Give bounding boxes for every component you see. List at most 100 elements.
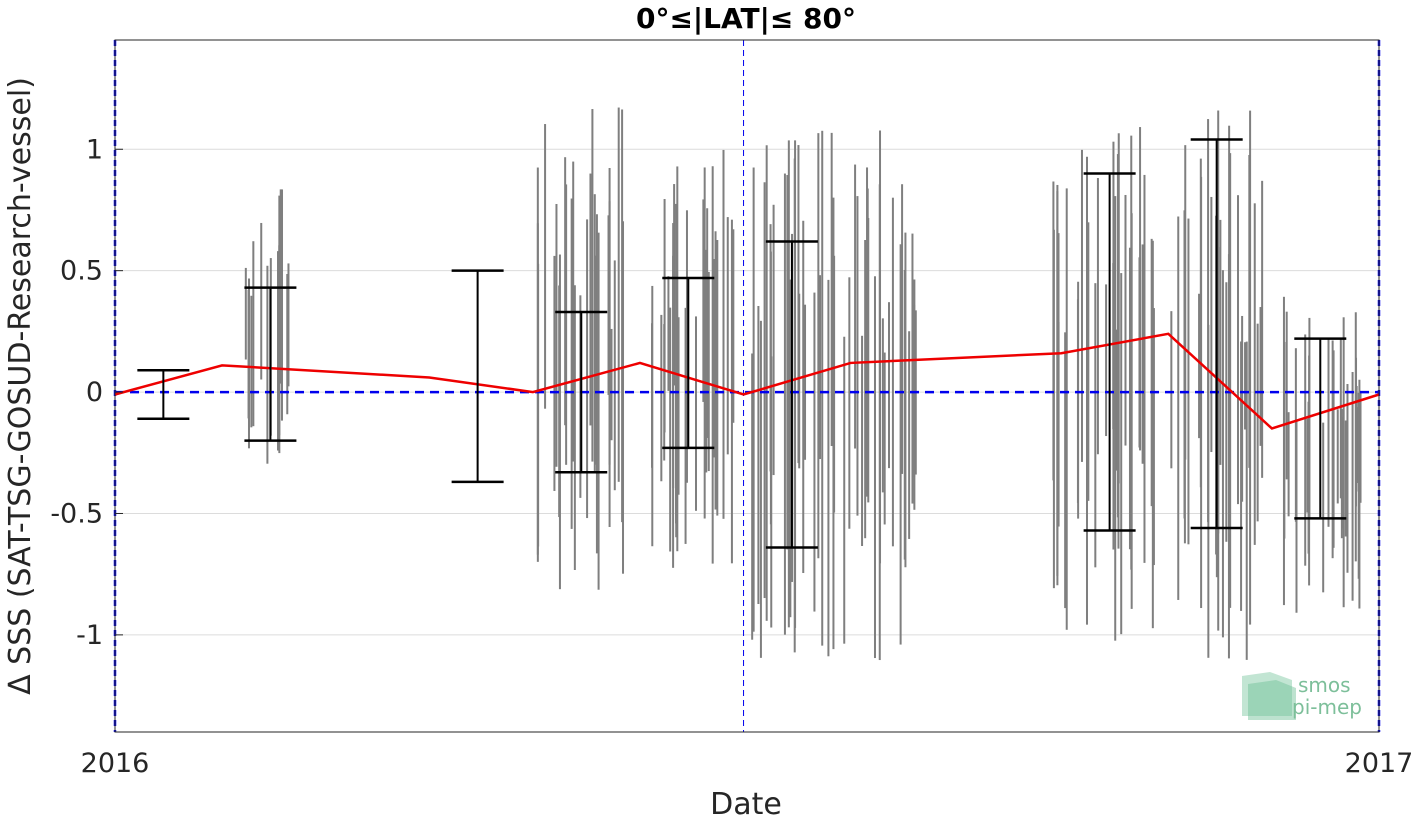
scatter-point [772,204,775,476]
scatter-point [597,232,600,590]
scatter-point [1141,244,1144,464]
logo-line-1: smos [1298,673,1351,697]
scatter-point [1207,324,1210,658]
scatter-point [1065,188,1068,630]
scatter-point [1240,341,1243,611]
scatter-point [1295,420,1298,613]
scatter-point [286,274,289,415]
scatter-point [1285,311,1288,480]
scatter-point [913,304,916,477]
scatter-point [830,132,833,447]
scatter-point [1282,296,1285,606]
scatter-point [558,285,561,518]
scatter-point [1120,273,1123,635]
scatter-point [1327,339,1330,527]
scatter-point [260,222,263,380]
scatter-point [672,223,675,489]
scatter-point [1358,379,1361,609]
scatter-point [804,304,807,460]
chart-title: 0°≤|LAT|≤ 80° [636,2,856,35]
scatter-point [613,260,616,491]
scatter-point [1253,203,1256,545]
scatter-cluster [751,130,917,661]
scatter-point [908,331,911,539]
scatter-point [891,197,894,547]
scatter-point [622,221,625,574]
error-bar [662,276,715,450]
scatter-point [1087,222,1090,501]
scatter-point [1244,342,1247,430]
scatter-point [663,199,666,433]
scatter-point [1229,153,1232,608]
y-axis-label: Δ SSS (SAT-TSG-GOSUD-Research-vessel) [3,77,38,695]
scatter-cluster [1282,296,1362,613]
scatter-point [821,130,824,646]
scatter-point [595,214,598,554]
scatter-point [867,218,870,503]
scatter-point [684,307,687,544]
scatter-point [707,271,710,472]
scatter-point [695,316,698,511]
scatter-point [677,317,680,495]
scatter-point [1322,422,1325,593]
y-tick-label: -0.5 [50,498,103,529]
scatter-point [783,173,786,635]
scatter-point [703,167,706,519]
scatter-point [1207,119,1210,523]
x-axis-label: Date [710,787,782,818]
scatter-point [544,124,547,409]
scatter-point [1199,158,1202,488]
scatter-point [1359,392,1362,503]
scatter-point [899,244,902,645]
scatter-point [1128,247,1131,550]
scatter-point [706,208,709,438]
error-bar [765,240,818,549]
scatter-point [765,145,768,621]
scatter-point [1094,283,1097,568]
scatter-point [555,203,558,467]
scatter-point [848,277,851,529]
scatter-point [873,276,876,659]
y-ticks: -1 -0.5 0 0.5 1 [50,134,123,651]
scatter-point [1076,299,1079,503]
scatter-point [1287,412,1290,517]
scatter-point [667,276,670,391]
scatter-point [903,269,906,560]
scatter-point [1344,420,1347,537]
scatter-point [1115,329,1118,471]
scatter-point [881,318,884,493]
scatter-point [1187,218,1190,545]
y-tick-label: -1 [76,620,103,651]
scatter-point [752,167,755,632]
scatter-point [1152,343,1155,424]
scatter-point [759,320,762,658]
scatter-point [660,314,663,482]
scatter-point [1241,315,1244,502]
scatter-point [861,335,864,546]
scatter-point [1261,180,1264,478]
scatter-point [1336,409,1339,504]
scatter-point [813,292,816,612]
scatter-cluster [651,149,735,568]
scatter-point [827,279,830,657]
error-bar [244,286,297,442]
scatter-point [888,302,891,469]
scatter-point [789,279,792,618]
scatter-point [712,259,715,458]
scatter-point [1227,254,1230,659]
scatter-point [1308,317,1311,519]
scatter-point [1225,282,1228,542]
scatter-point [244,267,247,360]
scatter-point [722,149,725,519]
scatter-point [1339,338,1342,499]
scatter-point [1210,196,1213,453]
scatter-point [911,233,914,504]
scatter-point [1351,372,1354,601]
scatter-point [1198,293,1201,439]
scatter-points [244,107,1362,661]
scatter-point [1114,196,1117,641]
scatter-point [1245,341,1248,660]
scatter-point [280,231,283,421]
scatter-point [278,245,281,436]
scatter-point [1354,312,1357,562]
